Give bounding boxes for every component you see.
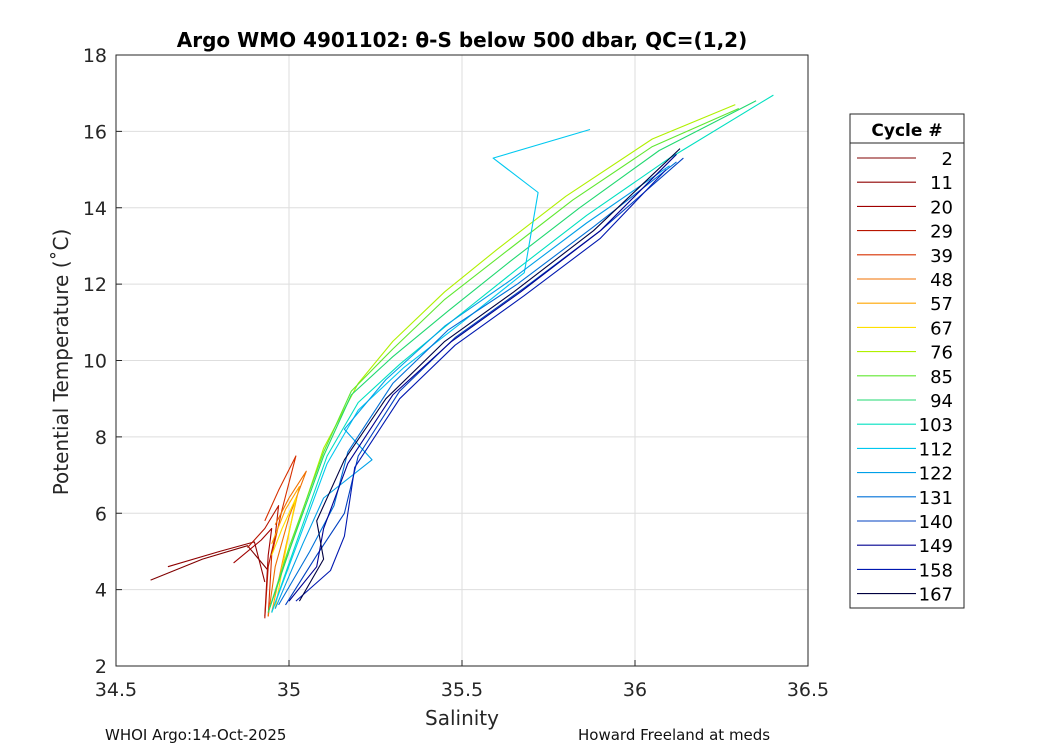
x-ticks: 34.5 35 35.5 36 36.5 [95, 660, 829, 701]
legend-label: 140 [919, 512, 953, 533]
legend-label: 149 [919, 536, 953, 557]
grid [116, 55, 808, 666]
x-tick-label: 36 [623, 679, 647, 701]
y-tick-label: 6 [95, 503, 107, 525]
legend-label: 158 [919, 560, 953, 581]
x-tick-label: 35 [277, 679, 301, 701]
series-lines [150, 94, 774, 619]
y-tick-label: 14 [83, 198, 107, 220]
y-tick-label: 10 [83, 351, 107, 373]
legend-title: Cycle # [871, 121, 942, 141]
legend-label: 167 [919, 585, 953, 606]
series-line-cycle-2 [150, 545, 269, 581]
series-line-cycle-122 [274, 165, 670, 609]
legend-label: 94 [930, 391, 953, 412]
series-line-cycle-158 [295, 169, 667, 602]
x-tick-label: 34.5 [95, 679, 137, 701]
legend-label: 76 [930, 343, 953, 364]
series-line-cycle-149 [288, 153, 677, 602]
footer-credit-right: Howard Freeland at meds [578, 726, 771, 744]
chart-title: Argo WMO 4901102: θ-S below 500 dbar, QC… [177, 28, 747, 52]
series-line-cycle-167 [298, 148, 681, 602]
x-tick-label: 35.5 [441, 679, 483, 701]
legend: Cycle # 2 11 20 29 39 48 57 67 76 85 94 103 112 122 13… [849, 113, 965, 609]
legend-label: 11 [930, 173, 953, 194]
legend-items: 2 11 20 29 39 48 57 67 76 85 94 103 112 122 131 140 149 1… [857, 149, 953, 606]
legend-label: 39 [930, 246, 953, 267]
series-line-cycle-11 [167, 541, 266, 583]
legend-label: 112 [919, 439, 953, 460]
legend-label: 131 [919, 488, 953, 509]
legend-label: 103 [919, 415, 953, 436]
y-axis-label: Potential Temperature (˚C) [49, 229, 73, 496]
y-tick-label: 12 [83, 274, 107, 296]
series-line-cycle-57 [271, 485, 300, 613]
series-line-cycle-131 [278, 161, 677, 606]
legend-label: 57 [930, 294, 953, 315]
x-tick-label: 36.5 [787, 679, 829, 701]
legend-label: 85 [930, 367, 953, 388]
y-tick-label: 4 [95, 580, 107, 602]
legend-label: 48 [930, 270, 953, 291]
y-tick-label: 16 [83, 121, 107, 143]
legend-label: 29 [930, 222, 953, 243]
y-tick-label: 18 [83, 45, 107, 67]
legend-label: 122 [919, 464, 953, 485]
y-tick-label: 8 [95, 427, 107, 449]
y-ticks: 2 4 6 8 10 12 14 16 18 [83, 45, 122, 678]
legend-label: 67 [930, 318, 953, 339]
footer-credit-left: WHOI Argo:14-Oct-2025 [105, 726, 287, 744]
legend-box [849, 113, 965, 609]
y-tick-label: 2 [95, 656, 107, 678]
series-line-cycle-94 [267, 100, 757, 613]
series-line-cycle-39 [264, 455, 297, 617]
legend-label: 20 [930, 197, 953, 218]
x-axis-label: Salinity [425, 706, 499, 730]
legend-label: 2 [942, 149, 953, 170]
series-line-cycle-85 [267, 107, 740, 613]
